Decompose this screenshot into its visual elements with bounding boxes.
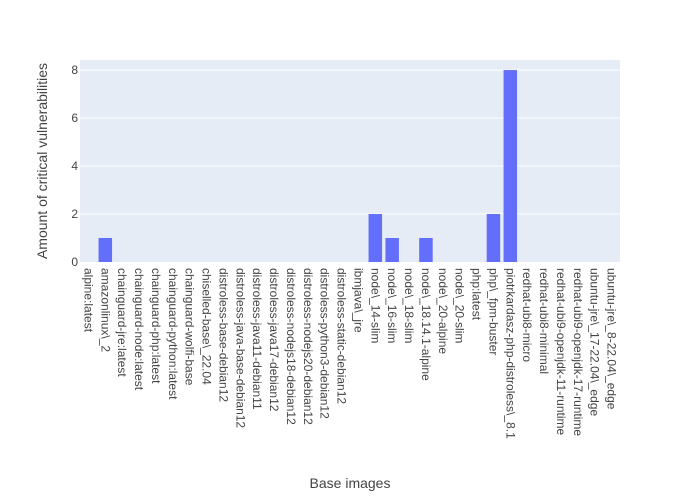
y-axis-title: Amount of critical vulnerabilities bbox=[34, 63, 50, 259]
x-tick-label: redhat-ubi8-minimal bbox=[537, 268, 551, 374]
bar bbox=[503, 70, 518, 262]
x-tick-label: distroless-python3-debian12 bbox=[318, 268, 332, 419]
x-tick-label: distroless-base-debian12 bbox=[216, 268, 230, 402]
x-tick-label: distroless-nodejs20-debian12 bbox=[301, 268, 315, 425]
x-tick-label: chainguard-php:latest bbox=[149, 268, 163, 384]
bar bbox=[98, 238, 113, 262]
x-tick-label: ibmjava\_jre bbox=[351, 268, 365, 333]
x-tick-label: php:latest bbox=[470, 268, 484, 321]
bar bbox=[368, 214, 383, 262]
x-tick-label: php\_fpm-buster bbox=[486, 268, 500, 355]
x-tick-label: node\_20-alpine bbox=[436, 268, 450, 354]
x-tick-label: chainguard-wolfi-base bbox=[183, 268, 197, 386]
x-tick-label: distroless-java-base-debian12 bbox=[233, 268, 247, 428]
x-tick-label: distroless-java11-debian11 bbox=[250, 268, 264, 410]
y-tick-labels: 0 2 4 6 8 bbox=[71, 63, 78, 269]
x-tick-label: node\_16-slim bbox=[385, 268, 399, 343]
x-tick-label: redhat-ubi8-micro bbox=[520, 268, 534, 362]
x-tick-label: chiselled-base\_22.04 bbox=[200, 268, 214, 385]
x-tick-label: distroless-java17-debian12 bbox=[267, 268, 281, 412]
x-tick-label: distroless-nodejs18-debian12 bbox=[284, 268, 298, 425]
x-tick-label: distroless-static-debian12 bbox=[335, 268, 349, 404]
x-tick-label: amazonlinux\_2 bbox=[98, 268, 112, 352]
x-axis-title: Base images bbox=[310, 475, 391, 491]
y-tick-label: 6 bbox=[71, 111, 78, 125]
x-tick-label: chainguard-jre:latest bbox=[115, 268, 129, 377]
bars bbox=[98, 70, 518, 262]
x-tick-label: redhat-ubi9-openjdk-11-runtime bbox=[554, 268, 568, 436]
x-tick-labels: alpine:latest amazonlinux\_2 chainguard-jr… bbox=[81, 268, 618, 439]
x-tick-label: node\_18-slim bbox=[402, 268, 416, 343]
gridlines bbox=[80, 69, 620, 215]
y-tick-label: 2 bbox=[71, 207, 78, 221]
x-tick-label: alpine:latest bbox=[81, 268, 95, 333]
bar bbox=[385, 238, 399, 262]
x-tick-label: redhat-ubi9-openjdk-17-runtime bbox=[571, 268, 585, 436]
x-tick-label: ubuntu-jre\_8-22.04\_edge bbox=[605, 268, 619, 410]
x-tick-label: ubuntu-jre\_17-22.04\_edge bbox=[588, 268, 602, 416]
x-tick-label: node\_14-slim bbox=[368, 268, 382, 343]
plot-background bbox=[80, 60, 620, 262]
y-tick-label: 0 bbox=[71, 255, 78, 269]
x-tick-label: node\_18.14.1-alpine bbox=[419, 268, 433, 381]
x-tick-label: chainguard-node:latest bbox=[132, 268, 146, 391]
bar bbox=[486, 214, 501, 262]
x-tick-label: piotrkardasz-php-distroless\_8.1 bbox=[503, 268, 517, 439]
x-tick-label: chainguard-python:latest bbox=[166, 268, 180, 400]
bar bbox=[419, 238, 433, 262]
x-tick-label: node\_20-slim bbox=[453, 268, 467, 343]
y-tick-label: 4 bbox=[71, 159, 78, 173]
y-tick-label: 8 bbox=[71, 63, 78, 77]
